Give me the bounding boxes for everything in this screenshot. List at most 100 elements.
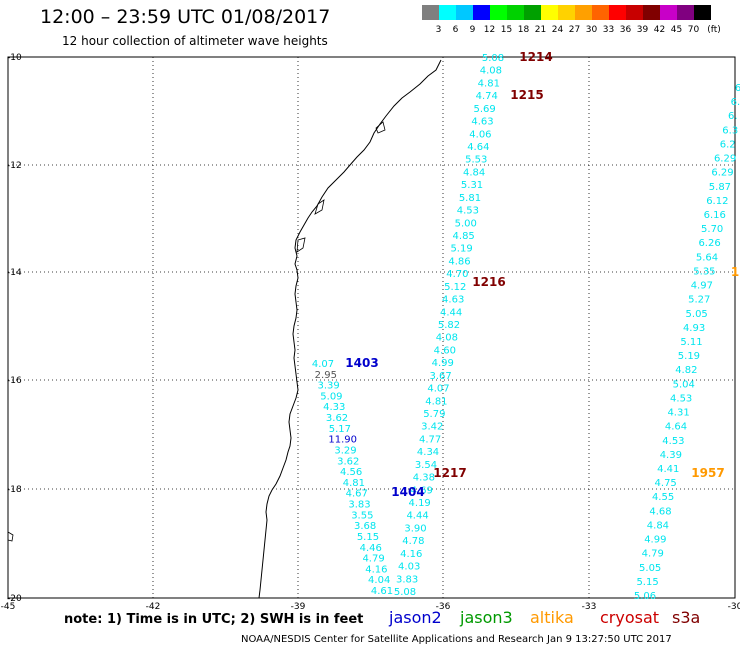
wave-height-label: 5.04	[673, 379, 695, 390]
colorbar-unit: (ft)	[707, 25, 721, 35]
colorbar-swatch	[456, 5, 473, 20]
colorbar-swatch	[558, 5, 575, 20]
footer-note: note: 1) Time is in UTC; 2) SWH is in fe…	[64, 612, 364, 627]
wave-height-label: 5.15	[636, 577, 658, 588]
wave-height-label: 5.82	[438, 320, 460, 331]
legend-s3a: s3a	[672, 608, 701, 627]
colorbar-label: 9	[469, 25, 476, 35]
wave-height-label: 5.81	[459, 193, 481, 204]
wave-height-label: 4.60	[434, 345, 456, 356]
colorbar-label: 24	[551, 25, 564, 35]
colorbar-swatch	[524, 5, 541, 20]
wave-height-label: 4.81	[425, 396, 447, 407]
wave-height-label: 4.41	[657, 464, 679, 475]
lat-tick-label: -12	[7, 161, 22, 171]
lat-tick-label: -14	[7, 268, 22, 278]
colorbar-swatch	[643, 5, 660, 20]
wave-height-label: 4.99	[644, 535, 666, 546]
wave-height-label: 3.67	[429, 371, 451, 382]
wave-height-label: 5.05	[639, 563, 661, 574]
wave-height-label: 4.64	[467, 142, 489, 153]
colorbar-label: 30	[585, 25, 598, 35]
wave-height-label: 4.16	[365, 564, 387, 575]
colorbar-swatch	[422, 5, 439, 20]
wave-height-label: 11.90	[328, 435, 357, 446]
wave-height-label: 5.08	[482, 53, 504, 64]
wave-height-label: 4.07	[427, 384, 449, 395]
wave-height-label: 3.62	[326, 413, 348, 424]
wave-height-label: 4.84	[463, 167, 485, 178]
colorbar-swatch	[507, 5, 524, 20]
lat-tick-label: -16	[7, 376, 22, 386]
lon-tick-label: -45	[1, 602, 16, 612]
wave-height-label: 4.39	[660, 450, 682, 461]
colorbar-label: 70	[687, 25, 700, 35]
wave-height-label: 6.29	[714, 154, 736, 165]
colorbar-swatch	[660, 5, 677, 20]
lon-tick-label: -42	[146, 602, 161, 612]
colorbar-swatch	[473, 5, 490, 20]
wave-height-label: 4.93	[683, 323, 705, 334]
colorbar-label: 27	[568, 25, 581, 35]
wave-height-label: 3.39	[317, 381, 339, 392]
wave-height-label: 4.08	[436, 333, 458, 344]
wave-height-label: 4.55	[652, 492, 674, 503]
colorbar-swatch	[626, 5, 643, 20]
wave-height-label: 5.17	[329, 424, 351, 435]
wave-height-label: 6.	[728, 111, 738, 122]
wave-height-label: 3.62	[337, 456, 359, 467]
pass-label: 1215	[510, 88, 543, 102]
wave-height-label: 4.04	[368, 575, 390, 586]
colorbar-label: 21	[534, 25, 547, 35]
wave-height-label: 4.64	[665, 422, 687, 433]
wave-height-label: 4.86	[448, 256, 470, 267]
pass-label: 1957	[691, 466, 724, 480]
wave-height-label: 4.08	[480, 66, 502, 77]
colorbar-label: 12	[483, 25, 496, 35]
wave-height-label: 3.55	[351, 510, 373, 521]
footer-credit: NOAA/NESDIS Center for Satellite Applica…	[241, 634, 672, 645]
pass-label: 1214	[519, 50, 552, 64]
legend-cryosat: cryosat	[600, 608, 660, 627]
colorbar-swatch	[490, 5, 507, 20]
legend-jason3: jason3	[460, 608, 513, 627]
wave-height-label: 4.03	[398, 562, 420, 573]
colorbar-swatch	[439, 5, 456, 20]
colorbar-label: 45	[670, 25, 683, 35]
wave-height-label: 4.38	[413, 473, 435, 484]
wave-height-label: 4.82	[675, 365, 697, 376]
colorbar-label: 6	[452, 25, 459, 35]
island-outline	[7, 531, 14, 542]
wave-height-label: 4.78	[402, 536, 424, 547]
wave-height-label: 5.64	[696, 252, 718, 263]
wave-height-label: 4.53	[457, 206, 479, 217]
pass-label: 1216	[472, 275, 505, 289]
pass-label: 1	[731, 265, 739, 279]
wave-height-label: 5.35	[693, 266, 715, 277]
colorbar-label: 42	[653, 25, 666, 35]
wave-height-label: 4.44	[440, 307, 462, 318]
colorbar-label: 33	[602, 25, 615, 35]
wave-height-label: 4.46	[360, 543, 382, 554]
wave-height-label: 4.56	[340, 467, 362, 478]
wave-height-label: 4.33	[323, 402, 345, 413]
wave-height-label: 5.19	[678, 351, 700, 362]
wave-height-label: 3.29	[334, 445, 356, 456]
colorbar-label: 39	[636, 25, 649, 35]
lon-tick-label: -33	[582, 602, 597, 612]
wave-height-label: 4.81	[478, 78, 500, 89]
wave-height-label: 4.68	[649, 506, 671, 517]
colorbar-label: 15	[500, 25, 513, 35]
colorbar-swatch	[609, 5, 626, 20]
wave-height-label: 4.19	[409, 498, 431, 509]
wave-height-label: 5.27	[688, 295, 710, 306]
colorbar-swatch	[541, 5, 558, 20]
wave-height-label: 6.	[731, 97, 740, 108]
wave-height-label: 3.83	[348, 500, 370, 511]
wave-height-label: 6.3	[722, 125, 738, 136]
wave-height-label: 5.11	[680, 337, 702, 348]
wave-height-label: 5.19	[450, 244, 472, 255]
wave-height-label: 5.06	[634, 591, 656, 602]
bay-outline	[375, 121, 386, 134]
colorbar-label: 36	[619, 25, 632, 35]
